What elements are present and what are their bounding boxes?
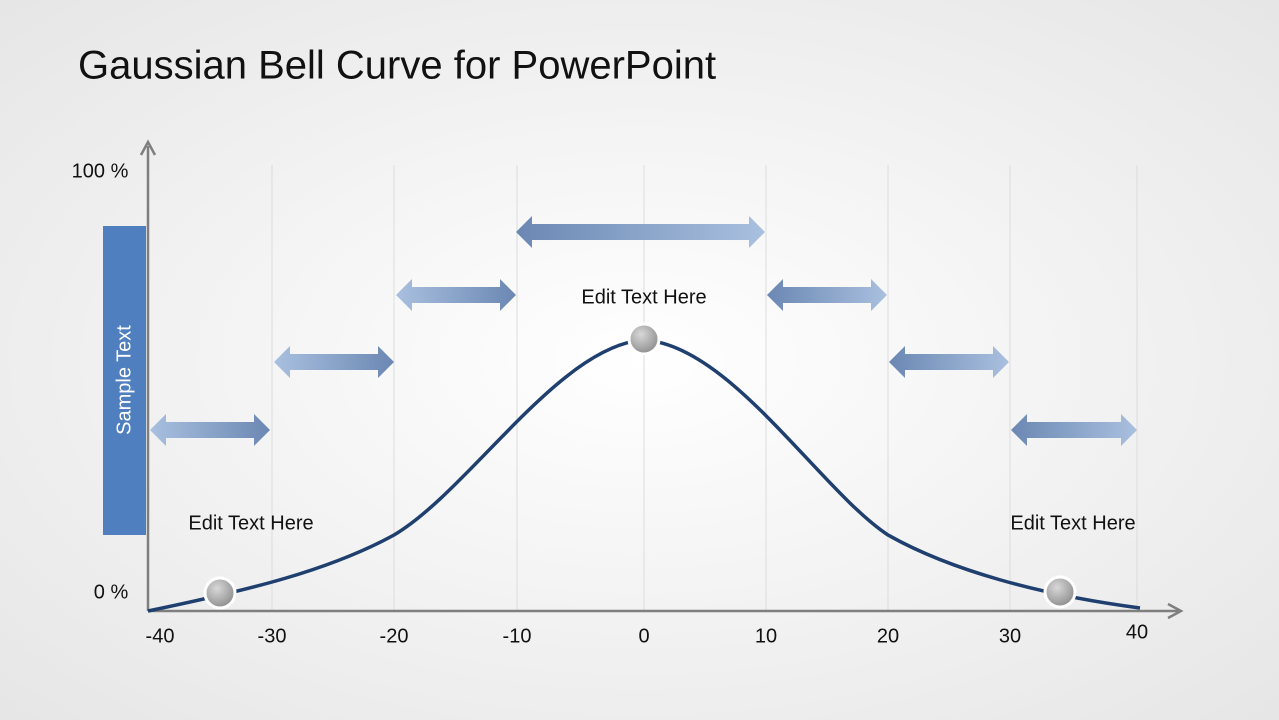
side-label: Sample Text — [113, 325, 135, 435]
x-tick-label: 20 — [877, 625, 899, 647]
x-tick-label: 40 — [1126, 621, 1148, 643]
double-arrow — [274, 346, 394, 378]
double-arrow — [150, 414, 270, 446]
x-tick-label: -20 — [380, 625, 409, 647]
double-arrow — [767, 279, 887, 311]
side-bar — [103, 226, 146, 535]
double-arrow — [1011, 414, 1137, 446]
y-top-label: 100 % — [72, 160, 129, 182]
marker — [627, 322, 661, 356]
double-arrow — [396, 279, 516, 311]
callout: Edit Text Here — [1010, 512, 1135, 534]
arrows — [150, 216, 1137, 446]
x-tick-label: 0 — [638, 625, 649, 647]
x-tick-label: 30 — [999, 625, 1021, 647]
x-tick-label: -40 — [146, 625, 175, 647]
x-tick-label: 10 — [755, 625, 777, 647]
y-axis-arrow — [139, 139, 157, 156]
x-axis-arrow — [1167, 602, 1184, 620]
callout: Edit Text Here — [581, 286, 706, 308]
double-arrow — [516, 216, 765, 248]
double-arrow — [889, 346, 1009, 378]
marker — [203, 576, 237, 610]
marker — [1043, 575, 1077, 609]
callout: Edit Text Here — [188, 512, 313, 534]
y-bottom-label: 0 % — [94, 581, 129, 603]
title: Gaussian Bell Curve for PowerPoint — [78, 44, 716, 88]
x-tick-labels: -40 -30 -20 -10 0 10 20 30 40 — [146, 621, 1149, 647]
x-tick-label: -30 — [258, 625, 287, 647]
x-tick-label: -10 — [503, 625, 532, 647]
markers — [203, 322, 1077, 610]
